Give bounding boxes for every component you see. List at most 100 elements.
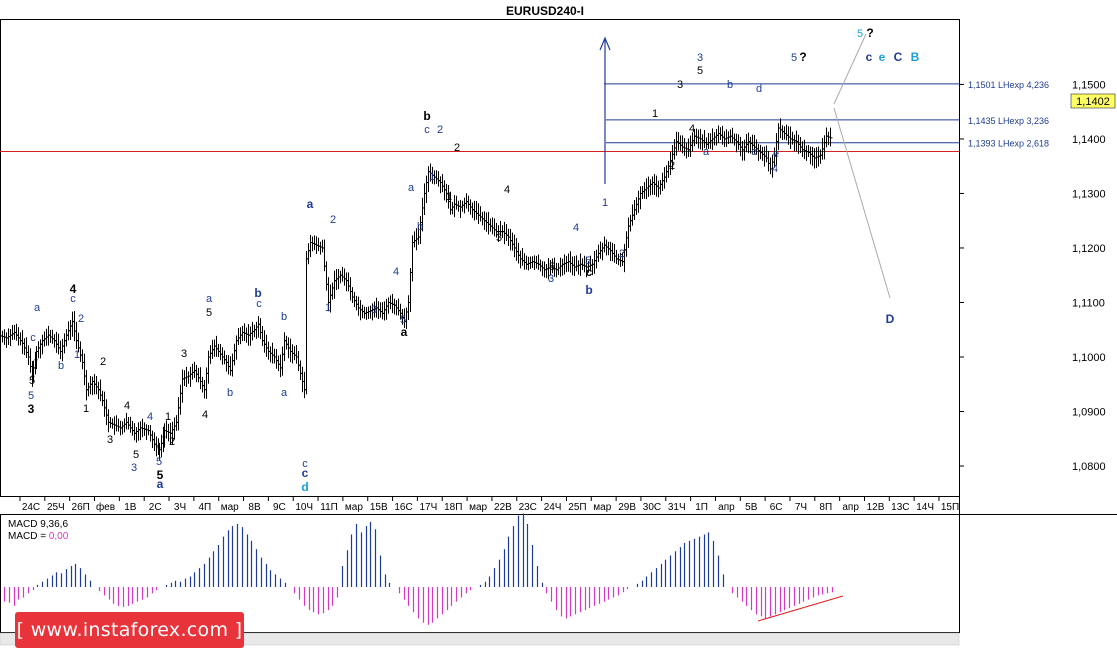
wave-label: 2 xyxy=(619,248,625,260)
wave-label: 5 xyxy=(857,28,863,40)
x-tick-label: 30С xyxy=(643,502,661,513)
forecast-line-up xyxy=(833,33,867,105)
x-tick-label: 11П xyxy=(320,502,338,513)
y-tick-label: 1,1300 xyxy=(1072,188,1106,200)
wave-label: 4 xyxy=(202,409,208,421)
current-price-tag: 1,1402 xyxy=(1070,93,1116,109)
fib-level-label: 1,1501 LHexp 4,236 xyxy=(968,80,1049,90)
x-tick-label: 25П xyxy=(568,502,586,513)
wave-label: C xyxy=(894,50,903,64)
wave-label: 5 xyxy=(206,307,212,319)
chart-title: EURUSD240-I xyxy=(506,4,584,18)
wave-label: a xyxy=(281,387,288,399)
wave-label: 3 xyxy=(496,232,502,244)
wave-label: 4 xyxy=(573,222,579,234)
price-bars xyxy=(0,118,833,460)
wave-label: 1 xyxy=(602,197,608,209)
macd-plot-frame xyxy=(0,514,960,633)
x-tick-label: апр xyxy=(842,502,859,513)
wave-label: 1 xyxy=(325,302,331,314)
fib-level-label: 1,1435 LHexp 3,236 xyxy=(968,116,1049,126)
wave-label: 5 xyxy=(29,375,35,387)
wave-label: a xyxy=(401,325,408,339)
wave-label: 1 xyxy=(83,403,89,415)
wave-label: d xyxy=(301,480,308,494)
wave-label: b xyxy=(417,221,423,233)
wave-label: b xyxy=(423,109,430,123)
wave-label: 5 xyxy=(697,65,703,77)
wave-label: 2 xyxy=(100,356,106,368)
x-tick-label: 25Ч xyxy=(47,502,65,513)
wave-label: 4 xyxy=(70,282,77,296)
x-tick-label: 12В xyxy=(867,502,885,513)
x-tick-label: 23С xyxy=(519,502,537,513)
x-tick-label: 13С xyxy=(891,502,909,513)
watermark-text: [ www.instaforex.com ] xyxy=(16,619,243,641)
wave-label: b xyxy=(585,283,592,297)
wave-label: 4 xyxy=(689,123,695,135)
wave-label: 5 xyxy=(133,449,139,461)
time-axis: 24С 25Ч 26П фев 1В 2С 3Ч 4П мар 8В 9С 10Ч 11П мар 15В 1… xyxy=(19,496,959,513)
wave-label: c xyxy=(30,332,36,344)
wave-label: a xyxy=(703,146,710,158)
wave-label: 4 xyxy=(147,411,153,423)
wave-label: a xyxy=(157,477,164,491)
x-tick-label: 31Ч xyxy=(668,502,686,513)
wave-label: 4 xyxy=(124,400,130,412)
wave-label: 2 xyxy=(454,142,460,154)
wave-label: d xyxy=(756,83,762,95)
x-tick-label: 7Ч xyxy=(795,502,807,513)
wave-label: 3 xyxy=(28,402,35,416)
y-tick-label: 1,1500 xyxy=(1072,79,1106,91)
y-tick-label: 1,0800 xyxy=(1072,461,1106,473)
wave-label: 5 xyxy=(157,468,164,482)
wave-label: c xyxy=(302,458,308,470)
wave-label: a xyxy=(307,197,314,211)
x-tick-label: мар xyxy=(469,502,487,513)
wave-label: b xyxy=(227,387,233,399)
wave-label: c xyxy=(424,124,430,136)
x-tick-label: 15П xyxy=(941,502,959,513)
wave-label: 4 xyxy=(393,266,399,278)
wave-label: 3 xyxy=(548,273,554,285)
fib-level-label: 1,1393 LHexp 2,618 xyxy=(968,139,1049,149)
wave-label: c xyxy=(866,50,873,64)
wave-label: a xyxy=(34,302,41,314)
x-tick-label: 9С xyxy=(273,502,286,513)
x-tick-label: фев xyxy=(96,501,115,513)
wave-label: 2 xyxy=(437,124,443,136)
wave-label: 4 xyxy=(772,163,778,175)
wave-label: ? xyxy=(799,50,806,64)
wave-label: b xyxy=(281,311,287,323)
wave-label: c xyxy=(751,146,757,158)
x-tick-label: 24С xyxy=(22,502,40,513)
x-tick-label: 4П xyxy=(198,502,211,513)
wave-label: 5 xyxy=(400,314,406,326)
price-axis: 1,1500 1,1400 1,1300 1,1200 1,1100 1,1000 1,09… xyxy=(959,79,1106,473)
wave-label: 5 xyxy=(28,390,34,402)
projection-arrow-head xyxy=(599,36,611,51)
wave-label: 4 xyxy=(504,184,510,196)
y-tick-label: 1,1400 xyxy=(1072,134,1106,146)
wave-label: D xyxy=(886,312,895,326)
wave-label: 3 xyxy=(181,348,187,360)
x-tick-label: 6С xyxy=(770,502,783,513)
forecast-line-down xyxy=(833,107,891,299)
wave-label: 3 xyxy=(107,434,113,446)
wave-label: 1 xyxy=(429,171,435,183)
x-tick-label: 17Ч xyxy=(420,502,438,513)
wave-label: c xyxy=(586,265,593,279)
x-tick-label: мар xyxy=(221,502,239,513)
y-tick-label: 1,1000 xyxy=(1072,352,1106,364)
x-tick-label: 15В xyxy=(370,502,388,513)
macd-histogram xyxy=(3,513,844,625)
x-tick-label: 22В xyxy=(494,502,512,513)
wave-label: 3 xyxy=(131,462,137,474)
wave-label: b xyxy=(254,286,261,300)
macd-signal-label: MACD = 0,00 xyxy=(8,531,69,542)
wave-label: 2 xyxy=(669,160,675,172)
x-tick-label: апр xyxy=(718,502,735,513)
